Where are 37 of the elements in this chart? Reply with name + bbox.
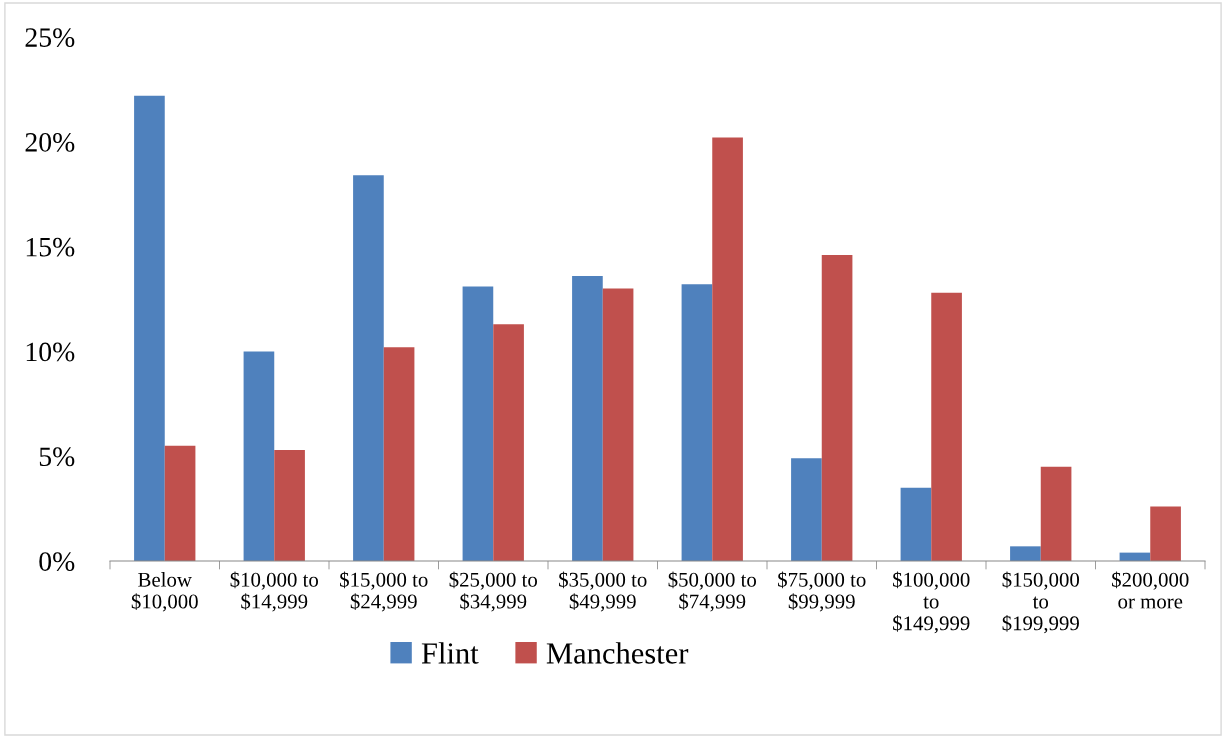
bar <box>572 275 603 561</box>
bar <box>353 175 384 561</box>
bar <box>243 351 275 561</box>
y-tick-label: 20% <box>25 132 75 152</box>
bar <box>1010 546 1041 561</box>
bar <box>274 449 305 561</box>
x-tick-label: $25,000 to $34,999 <box>449 571 538 612</box>
y-tick-label: 15% <box>26 237 75 257</box>
x-tick-label: $10,000 to $14,999 <box>230 571 319 612</box>
legend-label: Flint <box>421 642 479 664</box>
bar <box>493 324 524 561</box>
y-tick-label: 25% <box>25 28 75 47</box>
bar <box>164 445 196 561</box>
bar <box>134 95 165 561</box>
x-tick-label: Below $10,000 <box>131 572 198 612</box>
x-tick-label: $35,000 to $49,999 <box>559 571 647 612</box>
y-tick-label: 5% <box>39 447 75 467</box>
bar <box>383 347 415 561</box>
y-tick-label: 10% <box>26 342 75 362</box>
bar <box>821 254 853 561</box>
x-tick-label: $75,000 to $99,999 <box>778 571 866 612</box>
x-tick-label: $15,000 to $24,999 <box>340 571 428 612</box>
bar <box>791 458 822 561</box>
y-tick-label: 0% <box>39 552 75 571</box>
x-tick-label: $200,000 or more <box>1112 571 1189 609</box>
bar <box>602 288 634 561</box>
bar <box>931 292 962 561</box>
bar <box>1150 506 1181 561</box>
bar <box>900 487 932 561</box>
x-tick-label: $100,000 to $149,999 <box>893 571 970 634</box>
bar <box>712 137 743 561</box>
bar <box>681 284 713 561</box>
bar <box>462 286 494 561</box>
x-tick-label: $50,000 to $74,999 <box>668 571 757 612</box>
x-tick-label: $150,000 to $199,999 <box>1002 571 1080 634</box>
legend-label: Manchester <box>546 642 689 664</box>
bar <box>1040 466 1072 561</box>
